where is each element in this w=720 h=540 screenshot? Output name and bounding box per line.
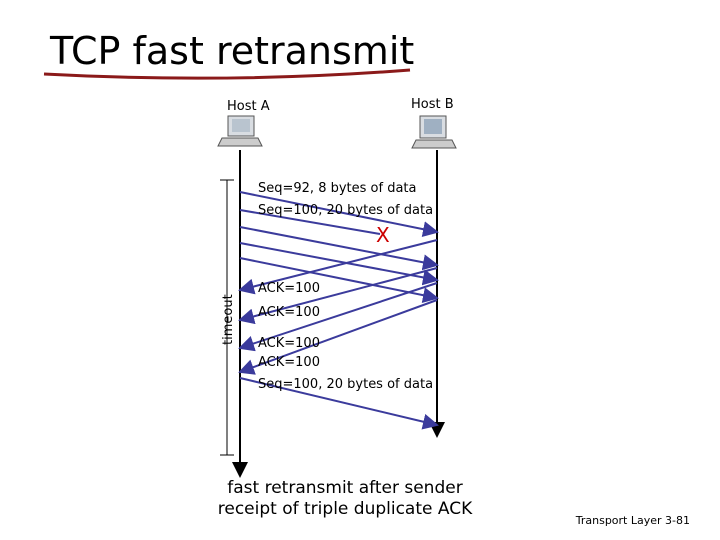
host-a-label: Host A [227,99,270,114]
caption-line: receipt of triple duplicate ACK [218,499,473,519]
loss-mark: X [376,223,390,247]
ack-arrow [238,299,438,375]
segment-label: Seq=92, 8 bytes of data [258,181,417,196]
lost-segment-arrow [239,209,381,235]
segment-arrow [239,257,439,304]
segments [238,191,439,430]
segment-arrow [239,242,439,286]
ack-label: ACK=100 [258,355,320,370]
segment-arrow [239,226,439,271]
ack-arrow [238,239,438,295]
segment-label: Seq=100, 20 bytes of data [258,203,433,218]
host-b-icon [411,115,457,149]
timeout-label: timeout [221,294,236,345]
ack-label: ACK=100 [258,305,320,320]
ack-arrow [238,267,438,325]
ack-label: ACK=100 [258,281,320,296]
title: TCP fast retransmit [49,29,414,73]
title-underline [43,68,411,80]
ack-arrow [238,282,438,352]
host-a-icon [217,115,263,147]
ack-label: ACK=100 [258,336,320,351]
host-b-label: Host B [411,97,454,112]
segment-arrow [239,191,439,238]
retransmit-arrow [239,377,439,430]
caption-line: fast retransmit after sender [227,478,462,498]
footer: Transport Layer 3-81 [575,514,690,527]
retransmit-label: Seq=100, 20 bytes of data [258,377,433,392]
